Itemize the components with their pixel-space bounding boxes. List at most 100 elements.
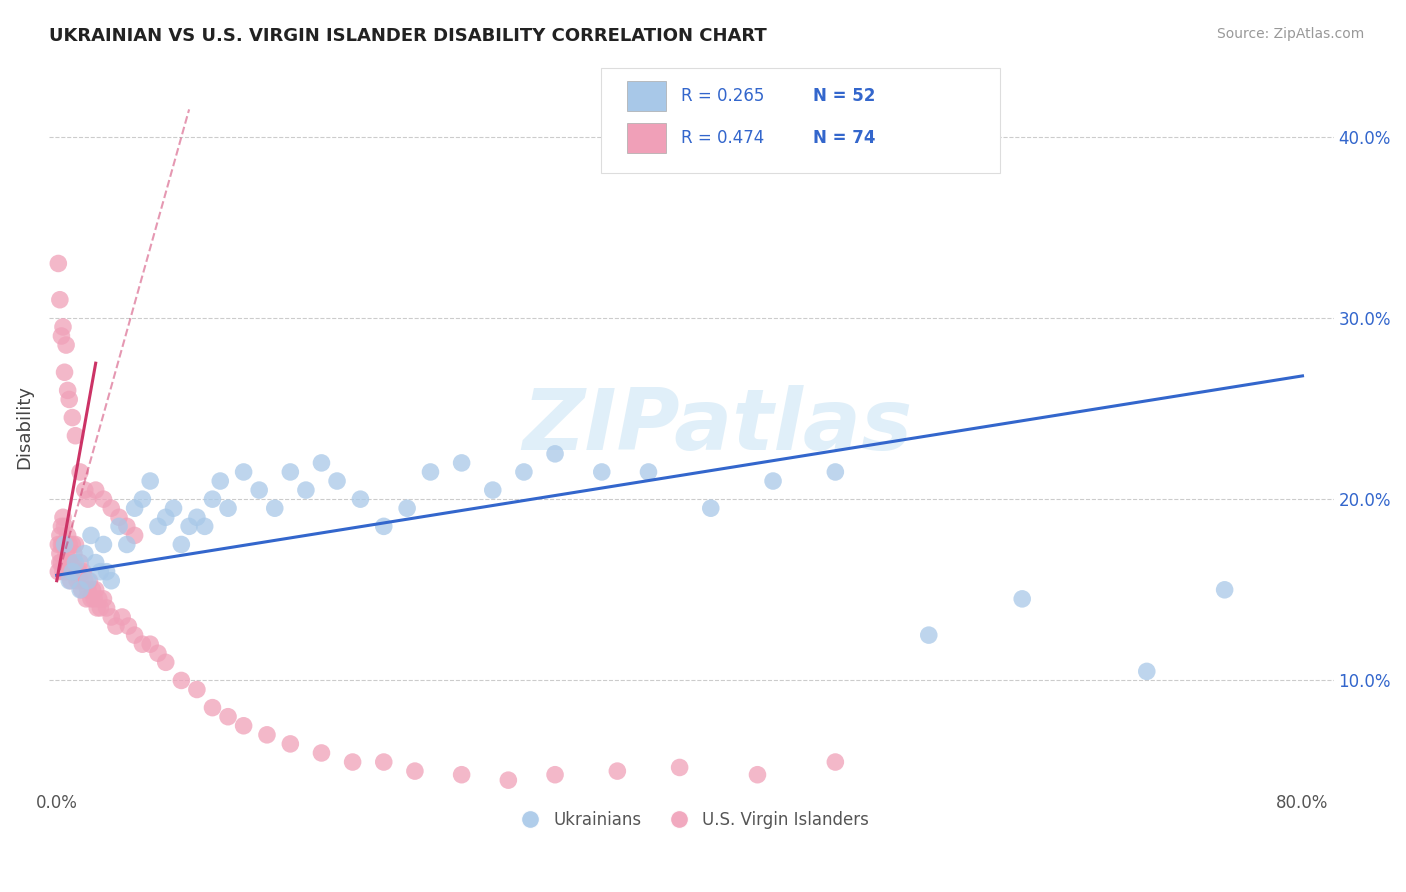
Point bbox=[56, 528, 79, 542]
Point bbox=[80, 591, 103, 606]
Text: N = 52: N = 52 bbox=[813, 87, 876, 105]
Point bbox=[53, 537, 76, 551]
Point bbox=[80, 528, 103, 542]
FancyBboxPatch shape bbox=[627, 123, 665, 153]
Point bbox=[256, 728, 278, 742]
Point bbox=[201, 700, 224, 714]
Point bbox=[108, 510, 131, 524]
Point bbox=[278, 737, 301, 751]
Point bbox=[591, 465, 613, 479]
Point bbox=[87, 591, 110, 606]
Point bbox=[373, 755, 395, 769]
Point bbox=[824, 465, 846, 479]
Point bbox=[232, 719, 254, 733]
Point bbox=[49, 547, 72, 561]
Point bbox=[77, 582, 100, 597]
Point bbox=[59, 556, 82, 570]
Point bbox=[65, 565, 87, 579]
Point bbox=[49, 528, 72, 542]
Point bbox=[131, 492, 153, 507]
Point bbox=[53, 365, 76, 379]
Point bbox=[58, 556, 80, 570]
Point bbox=[84, 582, 107, 597]
Point bbox=[58, 392, 80, 407]
Legend: Ukrainians, U.S. Virgin Islanders: Ukrainians, U.S. Virgin Islanders bbox=[508, 804, 876, 835]
Point bbox=[217, 709, 239, 723]
Point bbox=[124, 628, 146, 642]
Point bbox=[544, 768, 567, 782]
Point bbox=[124, 528, 146, 542]
Point bbox=[100, 574, 122, 588]
Point bbox=[49, 556, 72, 570]
Point bbox=[52, 537, 75, 551]
Point bbox=[747, 768, 769, 782]
Point bbox=[311, 746, 333, 760]
Point bbox=[73, 574, 96, 588]
Point bbox=[162, 501, 184, 516]
Point bbox=[51, 519, 73, 533]
Text: R = 0.474: R = 0.474 bbox=[681, 129, 765, 147]
Point bbox=[146, 646, 169, 660]
Point bbox=[73, 483, 96, 497]
Text: Source: ZipAtlas.com: Source: ZipAtlas.com bbox=[1216, 27, 1364, 41]
Point bbox=[55, 565, 77, 579]
Text: ZIPatlas: ZIPatlas bbox=[522, 385, 912, 468]
Point bbox=[232, 465, 254, 479]
Point bbox=[55, 547, 77, 561]
Text: N = 74: N = 74 bbox=[813, 129, 876, 147]
Point bbox=[194, 519, 217, 533]
Point bbox=[1213, 582, 1236, 597]
Point bbox=[53, 556, 76, 570]
Text: R = 0.265: R = 0.265 bbox=[681, 87, 765, 105]
Point bbox=[96, 601, 118, 615]
Point bbox=[326, 474, 349, 488]
Point bbox=[82, 582, 104, 597]
Point bbox=[79, 574, 101, 588]
Point bbox=[700, 501, 723, 516]
Point bbox=[75, 591, 97, 606]
Point bbox=[373, 519, 395, 533]
Point bbox=[108, 519, 131, 533]
Point bbox=[83, 591, 105, 606]
Point bbox=[63, 547, 86, 561]
Point bbox=[56, 556, 79, 570]
Point bbox=[146, 519, 169, 533]
Point bbox=[77, 574, 100, 588]
Point bbox=[117, 619, 139, 633]
FancyBboxPatch shape bbox=[602, 68, 1000, 173]
Text: UKRAINIAN VS U.S. VIRGIN ISLANDER DISABILITY CORRELATION CHART: UKRAINIAN VS U.S. VIRGIN ISLANDER DISABI… bbox=[49, 27, 766, 45]
Point bbox=[131, 637, 153, 651]
Point bbox=[46, 565, 69, 579]
Point bbox=[66, 574, 89, 588]
Point bbox=[52, 565, 75, 579]
Point bbox=[481, 483, 503, 497]
Point bbox=[53, 537, 76, 551]
Point bbox=[51, 556, 73, 570]
Point bbox=[69, 574, 91, 588]
Point bbox=[349, 492, 371, 507]
Point bbox=[65, 537, 87, 551]
Point bbox=[89, 601, 111, 615]
Point bbox=[139, 637, 162, 651]
Point bbox=[450, 768, 472, 782]
Point bbox=[49, 293, 72, 307]
Point bbox=[186, 682, 208, 697]
Point bbox=[69, 465, 91, 479]
Point bbox=[498, 773, 520, 788]
Point bbox=[209, 474, 232, 488]
Point bbox=[100, 610, 122, 624]
Point bbox=[60, 410, 83, 425]
Point bbox=[111, 610, 134, 624]
Point bbox=[1136, 665, 1159, 679]
Point bbox=[58, 537, 80, 551]
Point bbox=[84, 483, 107, 497]
Point bbox=[186, 510, 208, 524]
Point bbox=[396, 501, 419, 516]
Point bbox=[65, 556, 87, 570]
Point bbox=[404, 764, 426, 778]
Point bbox=[419, 465, 441, 479]
Point bbox=[70, 582, 93, 597]
Point bbox=[104, 619, 127, 633]
Point bbox=[59, 574, 82, 588]
Point bbox=[637, 465, 659, 479]
